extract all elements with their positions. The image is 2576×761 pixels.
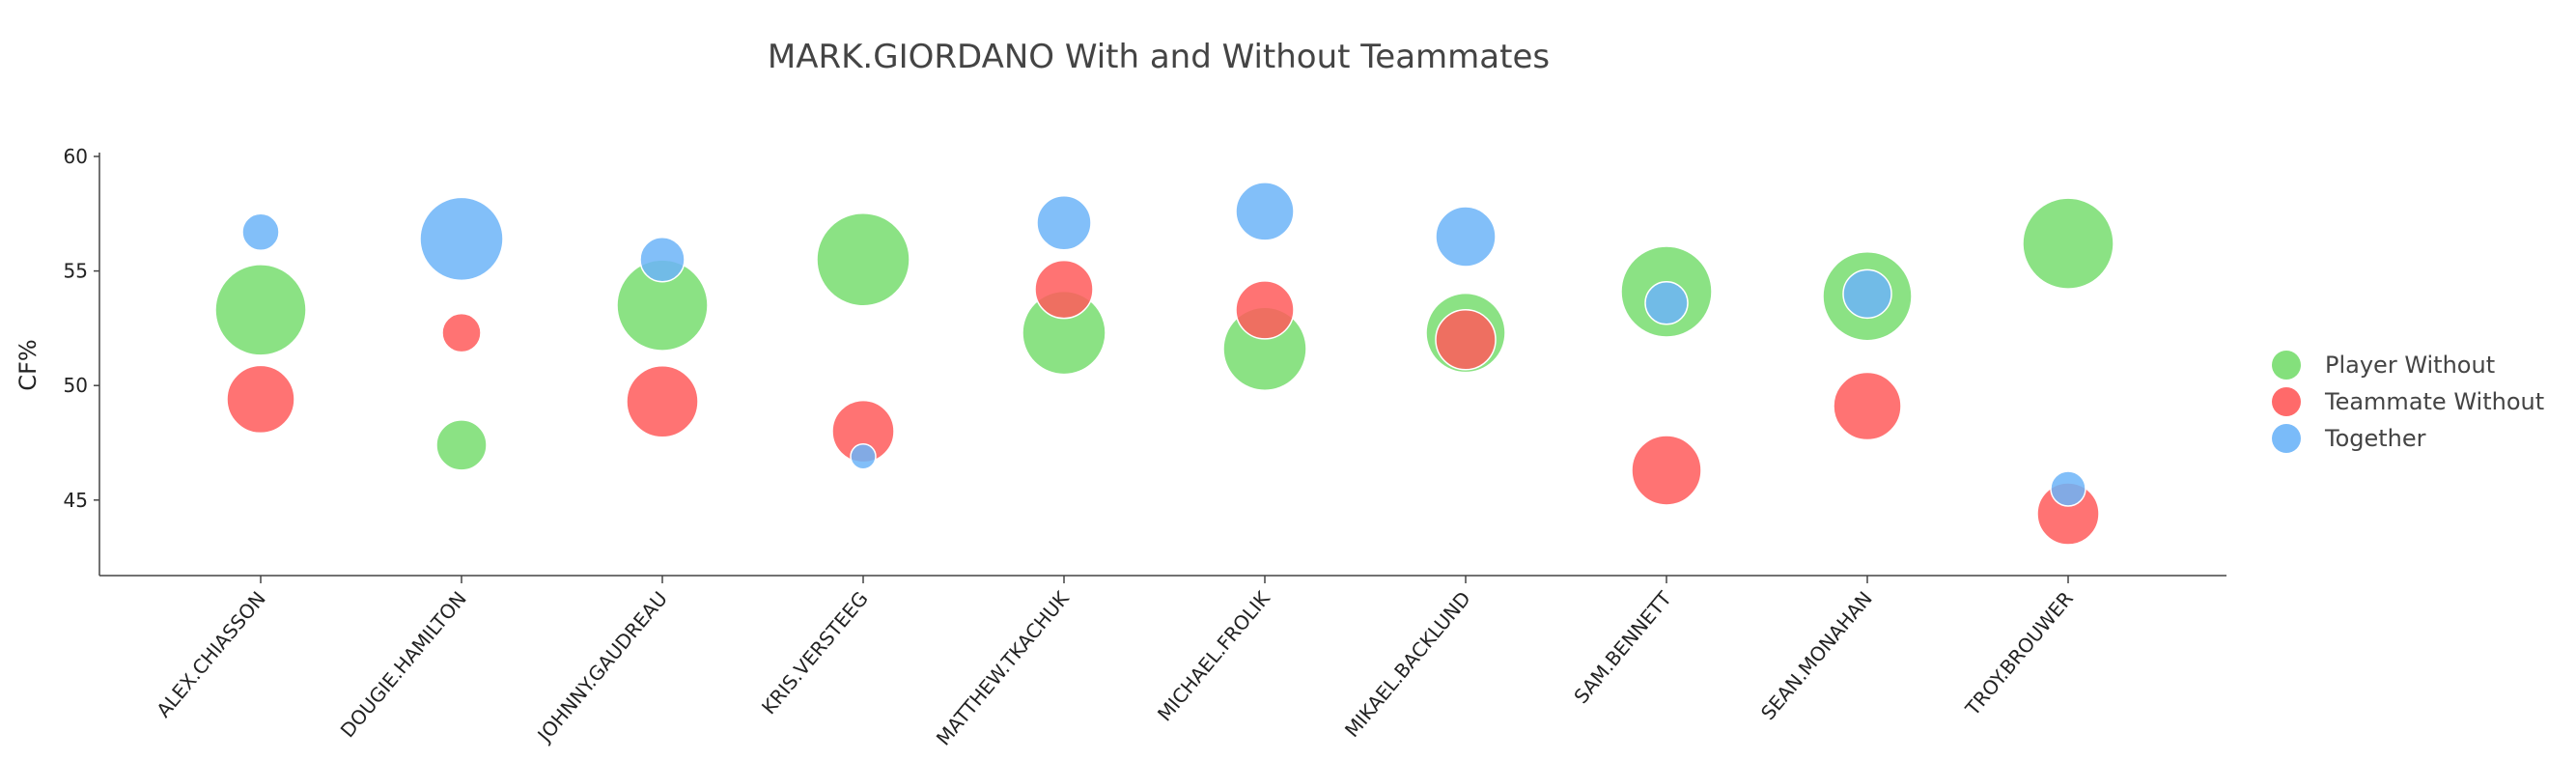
legend-item[interactable]: Player Without bbox=[2272, 351, 2495, 380]
bubble-point[interactable] bbox=[1435, 309, 1497, 371]
chart-title: MARK.GIORDANO With and Without Teammates bbox=[768, 38, 1550, 76]
legend-label: Player Without bbox=[2325, 352, 2495, 379]
x-tick-label: SEAN.MONAHAN bbox=[1756, 587, 1877, 724]
x-tick-label: JOHNNY.GAUDREAU bbox=[532, 587, 672, 747]
x-tick-label: MATTHEW.TKACHUK bbox=[932, 586, 1075, 749]
x-tick-label: ALEX.CHIASSON bbox=[152, 587, 270, 722]
y-tick-label: 50 bbox=[64, 374, 88, 397]
y-tick-label: 55 bbox=[64, 260, 88, 283]
bubble-point[interactable] bbox=[226, 364, 295, 435]
series-together bbox=[241, 182, 2086, 507]
x-tick-label: SAM.BENNETT bbox=[1569, 586, 1676, 708]
legend: Player Without Teammate Without Together bbox=[2272, 351, 2544, 453]
bubble-point[interactable] bbox=[241, 212, 280, 252]
bubble-point[interactable] bbox=[1235, 280, 1295, 340]
bubble-point[interactable] bbox=[1036, 195, 1092, 251]
legend-marker bbox=[2272, 351, 2301, 380]
bubble-point[interactable] bbox=[214, 264, 307, 356]
bubble-point[interactable] bbox=[1235, 182, 1295, 241]
series-teammate-without bbox=[226, 259, 2100, 546]
bubble-point[interactable] bbox=[1631, 435, 1702, 506]
bubble-point[interactable] bbox=[1833, 371, 1902, 441]
x-tick-label: MIKAEL.BACKLUND bbox=[1340, 587, 1475, 742]
bubble-point[interactable] bbox=[441, 312, 482, 353]
series-player-without bbox=[214, 197, 2114, 471]
bubble-point[interactable] bbox=[1842, 268, 1892, 320]
bubble-point[interactable] bbox=[626, 365, 699, 438]
legend-label: Teammate Without bbox=[2324, 388, 2544, 415]
bubble-point[interactable] bbox=[2022, 197, 2114, 290]
bubble-point[interactable] bbox=[850, 442, 877, 470]
bubble-point[interactable] bbox=[1034, 259, 1094, 320]
x-tick-label: MICHAEL.FROLIK bbox=[1153, 586, 1274, 725]
x-tick-label: KRIS.VERSTEEG bbox=[757, 587, 873, 719]
bubble-point[interactable] bbox=[639, 236, 686, 283]
legend-marker bbox=[2272, 424, 2301, 453]
axes: 45 50 55 60 ALEX.CHIASSON DOUGIE.HAMILTON JOHN… bbox=[64, 145, 2226, 749]
legend-marker bbox=[2272, 387, 2301, 416]
bubble-point[interactable] bbox=[1644, 281, 1689, 325]
bubble-point[interactable] bbox=[2050, 470, 2086, 507]
legend-item[interactable]: Teammate Without bbox=[2272, 387, 2544, 416]
legend-item[interactable]: Together bbox=[2272, 424, 2426, 453]
bubble-point[interactable] bbox=[816, 211, 910, 307]
y-axis-title: CF% bbox=[14, 339, 42, 390]
bubble-point[interactable] bbox=[435, 419, 488, 471]
legend-label: Together bbox=[2324, 425, 2426, 452]
y-tick-label: 45 bbox=[64, 489, 88, 512]
bubble-point[interactable] bbox=[1435, 206, 1497, 268]
bubble-point[interactable] bbox=[419, 196, 504, 282]
y-tick-label: 60 bbox=[64, 145, 88, 168]
x-tick-label: DOUGIE.HAMILTON bbox=[336, 587, 471, 742]
x-tick-label: TROY.BROUWER bbox=[1960, 587, 2078, 721]
bubbles-layer bbox=[214, 182, 2114, 546]
